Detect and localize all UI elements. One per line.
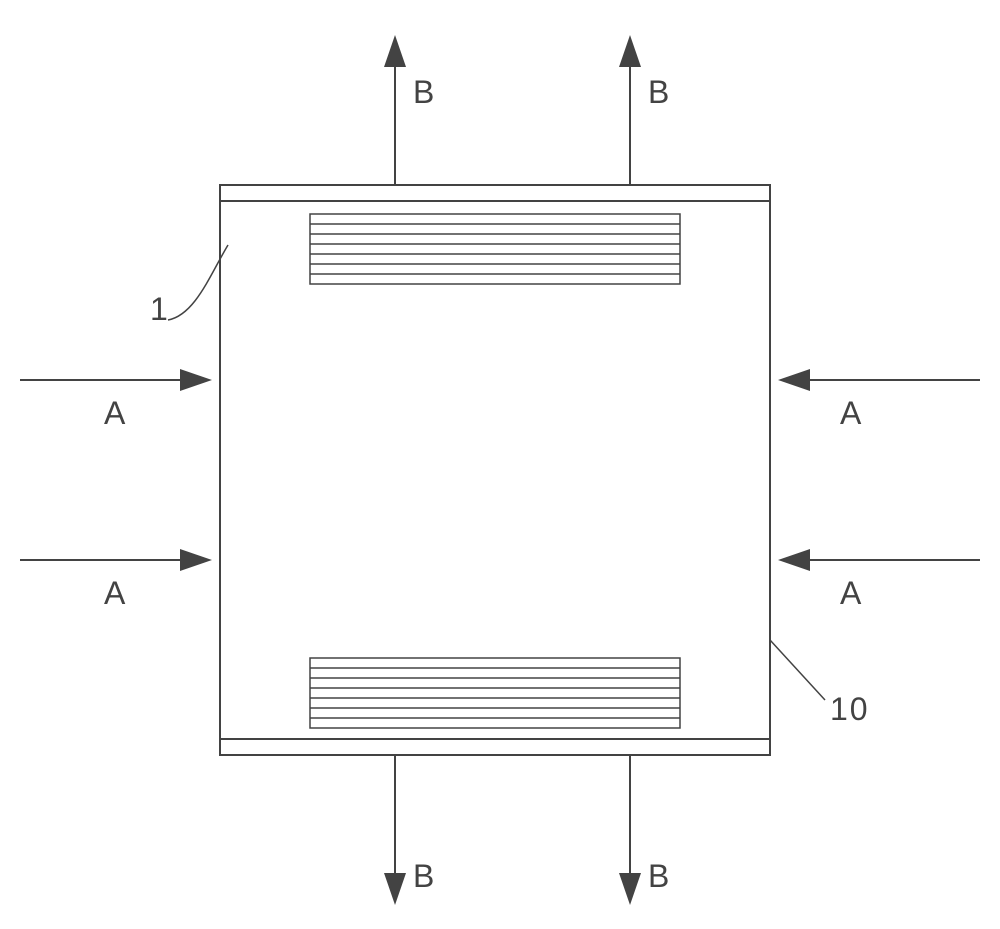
svg-text:B: B [413,74,436,110]
arrow-in-left-1 [20,549,212,571]
svg-text:A: A [104,575,127,611]
vent-bottom [310,658,680,728]
arrow-in-right-1 [778,549,980,571]
svg-text:A: A [840,395,863,431]
svg-text:A: A [840,575,863,611]
vent-top [310,214,680,284]
arrow-in-left-0 [20,369,212,391]
svg-text:A: A [104,395,127,431]
arrow-out-bottom-0 [384,755,406,905]
svg-text:B: B [413,858,436,894]
housing-outline [220,185,770,755]
svg-text:1: 1 [150,291,170,327]
arrow-out-top-1 [619,35,641,185]
svg-text:10: 10 [830,691,870,727]
arrow-in-right-0 [778,369,980,391]
svg-text:B: B [648,74,671,110]
leader-10 [770,640,825,700]
arrow-out-top-0 [384,35,406,185]
svg-text:B: B [648,858,671,894]
arrow-out-bottom-1 [619,755,641,905]
